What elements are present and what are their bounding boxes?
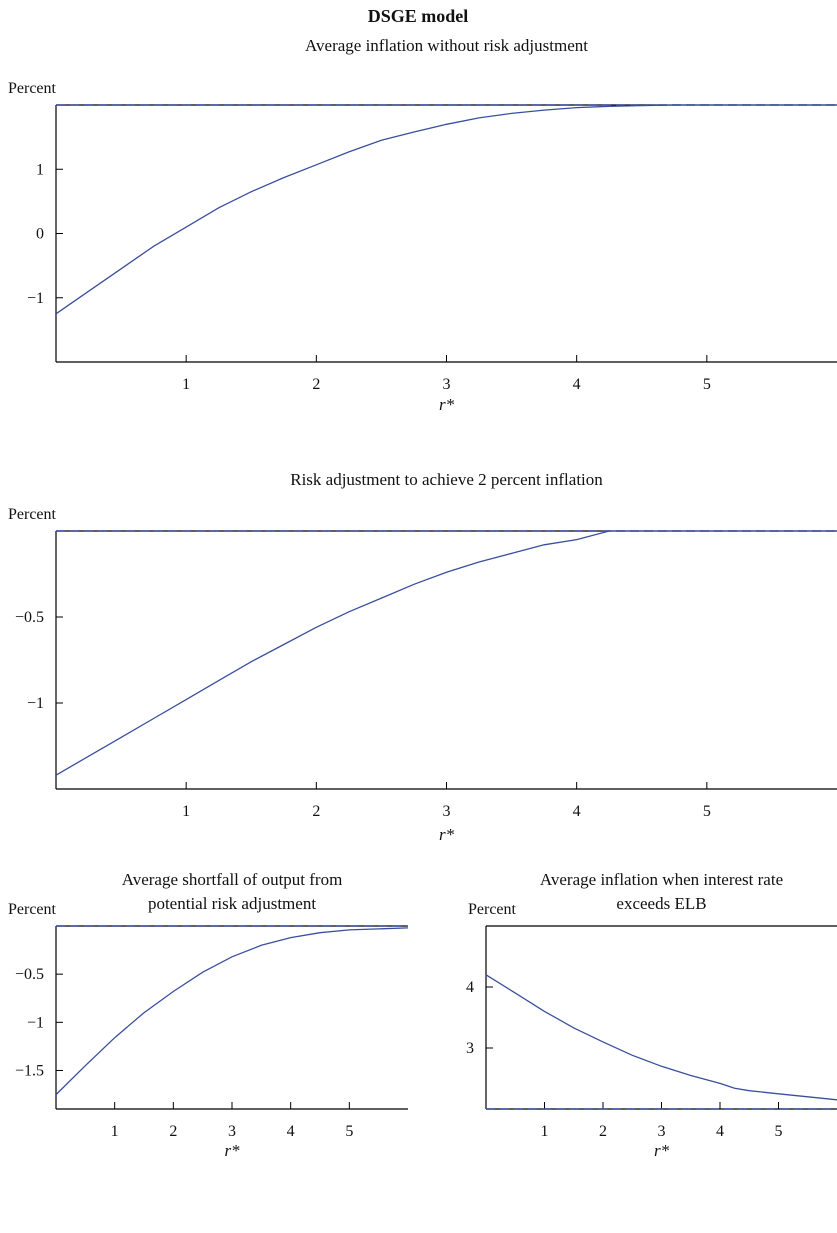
chart-panel-1: Average inflation without risk adjustmen… [8,36,837,414]
chart-panel-4: Average inflation when interest rate exce… [466,870,837,1160]
x-tick-label: 3 [658,1123,666,1140]
x-tick-label: 1 [111,1123,119,1140]
y-tick-label: 3 [466,1040,474,1057]
x-tick-label: 5 [775,1123,783,1140]
y-tick-label: −1 [27,1014,44,1031]
x-tick-label: 5 [703,376,711,393]
y-tick-label: −0.5 [15,966,44,983]
y-unit-label: Percent [8,901,57,918]
y-tick-label: −0.5 [15,609,44,626]
chart-title: potential risk adjustment [148,894,316,913]
chart-title: Risk adjustment to achieve 2 percent inf… [290,470,603,489]
x-tick-label: 2 [599,1123,607,1140]
x-tick-label: 4 [287,1123,295,1140]
x-axis-label: r* [224,1141,240,1160]
y-tick-label: 1 [36,161,44,178]
x-tick-label: 3 [228,1123,236,1140]
y-tick-label: 4 [466,979,474,996]
y-tick-label: −1 [27,695,44,712]
x-tick-label: 1 [182,803,190,820]
x-tick-label: 1 [182,376,190,393]
series-line [485,974,837,1101]
x-tick-label: 4 [573,803,581,820]
x-tick-label: 5 [345,1123,353,1140]
chart-title: exceeds ELB [616,894,706,913]
x-tick-label: 5 [703,803,711,820]
x-axis-label: r* [439,825,455,844]
x-tick-label: 4 [716,1123,724,1140]
x-tick-label: 2 [169,1123,177,1140]
series-line [55,530,837,776]
y-unit-label: Percent [468,901,517,918]
y-unit-label: Percent [8,80,57,97]
x-axis-label: r* [439,395,455,414]
y-tick-label: 0 [36,226,44,243]
series-line [55,927,409,1096]
chart-panels: Average inflation without risk adjustmen… [8,36,837,1160]
x-tick-label: 4 [573,376,581,393]
y-tick-label: −1.5 [15,1062,44,1079]
series-line [55,104,837,315]
figure-title: DSGE model [368,6,469,26]
chart-panel-3: Average shortfall of output from potentia… [8,870,409,1160]
chart-title: Average inflation without risk adjustmen… [305,36,588,55]
x-tick-label: 2 [312,376,320,393]
y-tick-label: −1 [27,290,44,307]
x-tick-label: 3 [443,803,451,820]
x-tick-label: 1 [541,1123,549,1140]
y-unit-label: Percent [8,506,57,523]
chart-panel-2: Risk adjustment to achieve 2 percent inf… [8,470,837,844]
chart-title: Average shortfall of output from [122,870,343,889]
x-axis-label: r* [654,1141,670,1160]
x-tick-label: 3 [443,376,451,393]
x-tick-label: 2 [312,803,320,820]
chart-title: Average inflation when interest rate [540,870,783,889]
